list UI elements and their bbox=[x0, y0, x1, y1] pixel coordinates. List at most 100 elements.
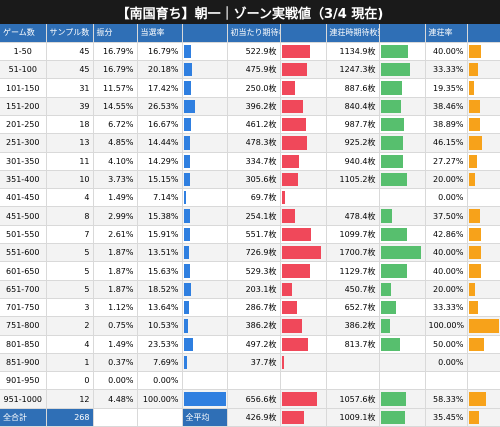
win-rate-cell: 7.69% bbox=[137, 353, 183, 373]
win-rate-fill bbox=[183, 172, 190, 187]
chain-rate-cell: 42.86% bbox=[425, 225, 468, 245]
samples-cell: 1 bbox=[46, 353, 94, 373]
page-title: 【南国育ち】朝一｜ゾーン実戦値（3/4 現在) bbox=[116, 6, 384, 22]
chain-bar bbox=[379, 115, 426, 135]
win-rate-bar bbox=[182, 243, 228, 263]
chain-rate-bar bbox=[467, 206, 500, 226]
win-rate-bar bbox=[182, 97, 228, 116]
share-cell: 1.87% bbox=[93, 261, 138, 281]
chain-bar bbox=[379, 60, 426, 80]
first-hit-bar bbox=[280, 298, 327, 318]
first-hit-fill bbox=[281, 117, 307, 132]
chain-rate-fill bbox=[468, 117, 481, 132]
header-chain: 連荘時期待枚数 bbox=[326, 24, 380, 43]
chain-bar bbox=[379, 298, 426, 318]
footer-blank bbox=[137, 408, 183, 427]
chain-rate-fill bbox=[468, 246, 481, 260]
zone-cell: 51-100 bbox=[0, 60, 47, 80]
chain-bar bbox=[379, 188, 426, 208]
samples-cell: 13 bbox=[46, 133, 94, 153]
chain-fill bbox=[380, 172, 407, 187]
win-rate-fill bbox=[183, 319, 188, 333]
header-first-bar bbox=[280, 24, 327, 43]
chain-fill bbox=[380, 300, 397, 315]
share-cell: 2.99% bbox=[93, 206, 138, 226]
samples-cell: 8 bbox=[46, 206, 94, 226]
chain-rate-bar bbox=[467, 133, 500, 153]
chain-rate-fill bbox=[468, 154, 477, 168]
chain-rate-bar bbox=[467, 389, 500, 409]
table-row: 51-100 45 16.79% 20.18% 475.9枚 1247.3枚 33.33% bbox=[0, 60, 500, 80]
chain-rate-bar bbox=[467, 115, 500, 135]
chain-bar bbox=[379, 78, 426, 98]
share-cell: 1.49% bbox=[93, 335, 138, 354]
chain-rate-cell: 19.35% bbox=[425, 78, 468, 98]
win-rate-fill bbox=[183, 117, 191, 132]
chain-cell: 450.7枚 bbox=[326, 280, 380, 299]
win-rate-bar bbox=[182, 133, 228, 153]
chain-fill bbox=[380, 117, 405, 132]
share-cell: 16.79% bbox=[93, 42, 138, 62]
samples-cell: 11 bbox=[46, 152, 94, 171]
win-rate-fill bbox=[183, 63, 192, 77]
chain-rate-fill bbox=[468, 282, 475, 296]
first-hit-fill bbox=[281, 355, 284, 370]
share-cell: 1.87% bbox=[93, 243, 138, 263]
share-cell: 16.79% bbox=[93, 60, 138, 80]
zone-cell: 101-150 bbox=[0, 78, 47, 98]
first-hit-cell: 522.9枚 bbox=[227, 42, 281, 62]
first-hit-cell: 529.3枚 bbox=[227, 261, 281, 281]
first-hit-fill bbox=[281, 191, 286, 205]
chain-cell: 1129.7枚 bbox=[326, 261, 380, 281]
chain-fill bbox=[380, 246, 422, 260]
first-hit-bar bbox=[280, 97, 327, 116]
first-hit-bar bbox=[280, 170, 327, 190]
chain-rate-fill bbox=[468, 136, 483, 150]
table-body: 1-50 45 16.79% 16.79% 522.9枚 1134.9枚 40.00% 51-… bbox=[0, 42, 500, 409]
chain-fill bbox=[380, 63, 411, 77]
chain-rate-cell: 46.15% bbox=[425, 133, 468, 153]
share-cell: 4.10% bbox=[93, 152, 138, 171]
chain-fill bbox=[380, 337, 400, 351]
first-hit-cell: 250.0枚 bbox=[227, 78, 281, 98]
win-rate-fill bbox=[183, 337, 194, 351]
header-share: 振分 bbox=[93, 24, 138, 43]
chain-rate-bar bbox=[467, 60, 500, 80]
table-row: 151-200 39 14.55% 26.53% 396.2枚 840.4枚 38.46% bbox=[0, 97, 500, 116]
chain-rate-bar bbox=[467, 188, 500, 208]
chain-cell: 1057.6枚 bbox=[326, 389, 380, 409]
chain-fill bbox=[380, 227, 407, 242]
total-value: 268 bbox=[46, 408, 94, 427]
zone-cell: 251-300 bbox=[0, 133, 47, 153]
first-hit-fill bbox=[281, 227, 312, 242]
first-hit-bar bbox=[280, 316, 327, 336]
chain-rate-cell bbox=[425, 371, 468, 391]
chain-cell bbox=[326, 188, 380, 208]
samples-cell: 5 bbox=[46, 280, 94, 299]
first-hit-cell: 69.7枚 bbox=[227, 188, 281, 208]
header-chain-rate: 連荘率 bbox=[425, 24, 468, 43]
zone-cell: 551-600 bbox=[0, 243, 47, 263]
first-hit-bar bbox=[280, 60, 327, 80]
share-cell: 11.57% bbox=[93, 78, 138, 98]
chain-rate-fill bbox=[468, 44, 481, 59]
win-rate-bar bbox=[182, 389, 228, 409]
samples-cell: 4 bbox=[46, 188, 94, 208]
share-cell: 1.49% bbox=[93, 188, 138, 208]
zone-cell: 451-500 bbox=[0, 206, 47, 226]
first-hit-cell: 461.2枚 bbox=[227, 115, 281, 135]
chain-rate-cell: 40.00% bbox=[425, 243, 468, 263]
first-hit-cell: 37.7枚 bbox=[227, 353, 281, 373]
chain-rate-cell: 33.33% bbox=[425, 298, 468, 318]
table-row: 451-500 8 2.99% 15.38% 254.1枚 478.4枚 37.50% bbox=[0, 206, 500, 226]
first-hit-bar bbox=[280, 42, 327, 62]
win-rate-cell: 100.00% bbox=[137, 389, 183, 409]
zone-table-sheet: ゲーム数 サンプル数 振分 当選率 初当たり期待枚数 連荘時期待枚数 連荘率 1… bbox=[0, 24, 500, 427]
chain-rate-bar bbox=[467, 298, 500, 318]
win-rate-bar bbox=[182, 78, 228, 98]
share-cell: 6.72% bbox=[93, 115, 138, 135]
first-hit-fill bbox=[281, 81, 295, 95]
header-first-hit: 初当たり期待枚数 bbox=[227, 24, 281, 43]
table-row: 301-350 11 4.10% 14.29% 334.7枚 940.4枚 27.27% bbox=[0, 152, 500, 171]
first-hit-bar bbox=[280, 188, 327, 208]
